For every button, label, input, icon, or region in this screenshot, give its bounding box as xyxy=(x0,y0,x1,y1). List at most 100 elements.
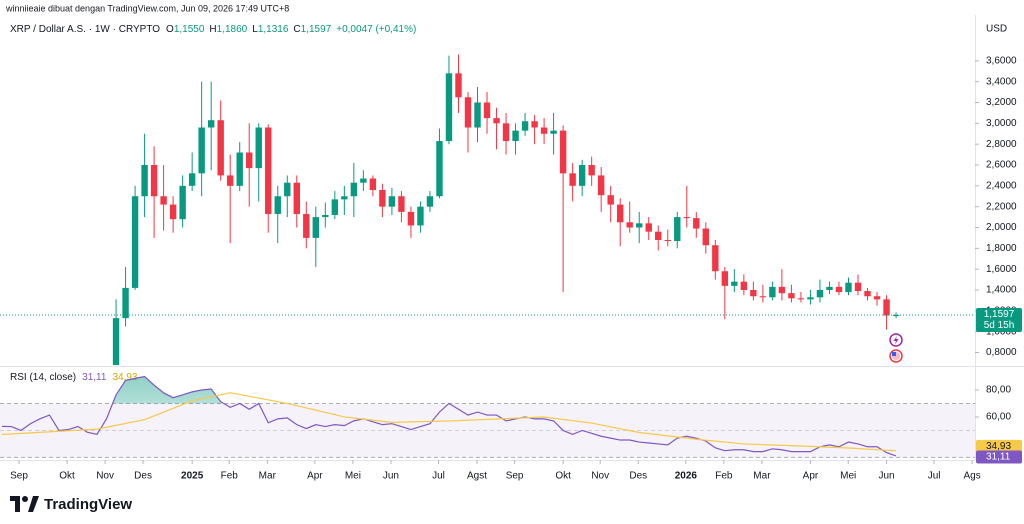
candle-body xyxy=(398,196,405,212)
rsi-title-text: RSI (14, close) xyxy=(10,372,76,383)
x-tick-label: Nov xyxy=(591,471,609,482)
x-tick-label: 2026 xyxy=(675,471,698,482)
candle-body xyxy=(521,121,529,131)
x-tick-label: Sep xyxy=(10,471,28,482)
ohlc-key: L xyxy=(252,24,258,35)
last-price-label: 1,1597 xyxy=(984,309,1015,320)
candle-body xyxy=(303,213,310,238)
candle-body xyxy=(664,240,671,242)
candle-body xyxy=(883,299,890,316)
candle-body xyxy=(274,196,281,214)
candle-body xyxy=(864,291,871,297)
x-tick-label: Jul xyxy=(928,471,941,482)
candle-body xyxy=(312,217,320,238)
candle-body xyxy=(322,215,329,218)
rsi-value-label: 31,11 xyxy=(986,452,1011,463)
brand-logo xyxy=(10,496,39,512)
x-tick-label: 2025 xyxy=(181,471,204,482)
candle-body xyxy=(379,190,386,207)
candle-body xyxy=(284,182,291,197)
candle-body xyxy=(645,223,652,232)
candle-body xyxy=(350,182,358,197)
candle-body xyxy=(531,121,538,128)
candle-body xyxy=(835,286,843,293)
candle-body xyxy=(407,211,415,226)
candle-body xyxy=(588,165,595,176)
candle-body xyxy=(436,141,443,197)
currency: USD xyxy=(986,24,1007,35)
rsi-legend-value: 31,11 xyxy=(82,372,107,383)
x-tick-label: Nov xyxy=(96,471,114,482)
candle-body xyxy=(426,196,434,207)
rsi-y-tick-label: 80,00 xyxy=(986,385,1011,396)
symbol-title: XRP / Dollar A.S. · 1W · CRYPTO xyxy=(10,24,160,35)
candle-body xyxy=(655,231,662,240)
x-tick-label: Agst xyxy=(467,471,487,482)
candle-body xyxy=(417,206,424,226)
candle-body xyxy=(616,204,624,223)
candle-body xyxy=(759,296,767,298)
header-title: winniieaie dibuat dengan TradingView.com… xyxy=(5,3,289,13)
candle-body xyxy=(550,130,557,134)
candle-body xyxy=(845,282,852,293)
rsi-y-tick-label: 60,00 xyxy=(986,412,1011,423)
x-tick-label: Feb xyxy=(221,471,239,482)
ohlc-key: H xyxy=(209,24,216,35)
candle-body xyxy=(788,293,795,299)
rsi-ma-line xyxy=(1,392,897,452)
x-tick-label: Mar xyxy=(753,471,771,482)
candles xyxy=(112,54,900,365)
candle-body xyxy=(112,318,120,365)
rsi-value-tag xyxy=(976,439,1022,453)
candle-body xyxy=(455,73,462,98)
candle-body xyxy=(693,218,700,229)
y-tick-label: 2,2000 xyxy=(986,201,1017,212)
x-tick-label: Jun xyxy=(878,471,894,482)
y-tick-label: 2,4000 xyxy=(986,180,1017,191)
candle-body xyxy=(255,127,262,169)
x-tick-label: Jul xyxy=(432,471,445,482)
candle-body xyxy=(207,120,215,128)
last-price-tag xyxy=(976,308,1022,333)
candle-body xyxy=(188,173,196,186)
x-tick-label: Mei xyxy=(345,471,361,482)
ohlc-value: 1,1550 xyxy=(174,24,205,35)
event-icons xyxy=(889,333,903,363)
symbol-legend: XRP / Dollar A.S. · 1W · CRYPTO O1,1550 H1… xyxy=(10,24,416,35)
candle-body xyxy=(493,118,500,124)
x-tick-label: Mei xyxy=(840,471,856,482)
y-tick-label: 1,8000 xyxy=(986,243,1017,254)
ohlc-key: C xyxy=(293,24,300,35)
x-tick-label: Des xyxy=(134,471,152,482)
candle-body xyxy=(160,196,167,205)
candle-body xyxy=(797,298,805,300)
candle-body xyxy=(198,127,205,174)
candle-body xyxy=(474,102,481,128)
y-tick-label: 3,0000 xyxy=(986,118,1017,129)
candle-body xyxy=(607,195,614,205)
candle-body xyxy=(892,315,900,317)
candle-body xyxy=(293,182,300,214)
rsi-value-tag xyxy=(976,450,1022,464)
candle-body xyxy=(464,97,472,128)
x-tick-label: Des xyxy=(629,471,647,482)
candle-body xyxy=(169,204,177,220)
candle-body xyxy=(816,290,824,298)
candle-body xyxy=(731,281,738,286)
candle-body xyxy=(826,286,833,290)
countdown-label: 5d 15h xyxy=(984,320,1015,331)
x-tick-label: Apr xyxy=(803,471,819,482)
candle-body xyxy=(341,196,348,200)
candle-body xyxy=(131,196,139,288)
candle-body xyxy=(246,152,253,169)
candle-body xyxy=(740,281,748,290)
x-tick-label: Feb xyxy=(715,471,733,482)
x-tick-label: Apr xyxy=(307,471,323,482)
candle-body xyxy=(331,199,339,215)
candle-body xyxy=(150,165,158,197)
candle-body xyxy=(540,127,548,134)
candle-body xyxy=(559,130,567,174)
rsi-title: RSI (14, close) 31,11 34,93 xyxy=(10,372,138,383)
candle-body xyxy=(445,73,453,142)
candle-body xyxy=(217,120,224,176)
